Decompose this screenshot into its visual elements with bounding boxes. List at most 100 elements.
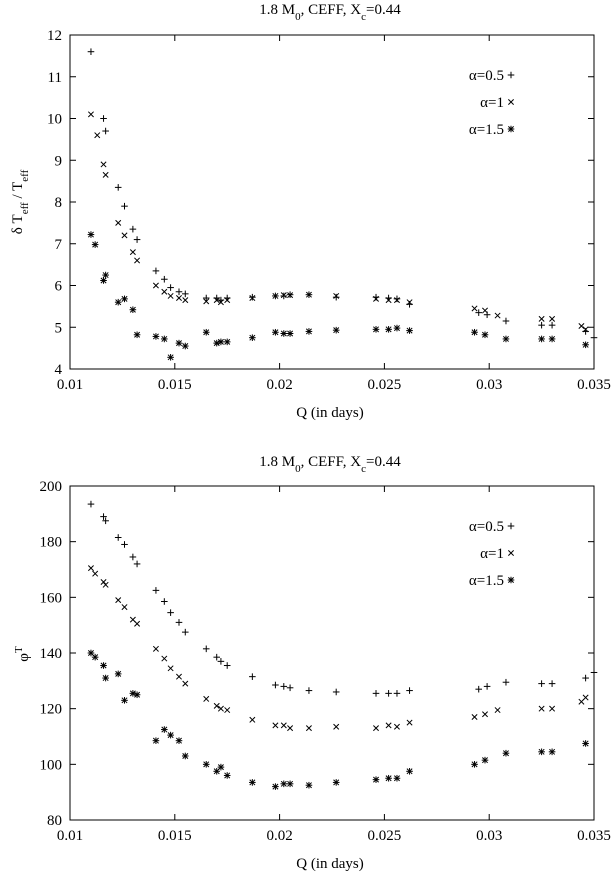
data-point-cross [161, 288, 168, 295]
data-point-plus [483, 683, 491, 690]
y-tick-label: 180 [40, 535, 63, 551]
data-point-star [100, 277, 107, 284]
data-point-cross [134, 620, 141, 627]
data-point-star [91, 241, 99, 248]
data-point-plus [121, 202, 128, 210]
data-point-star [385, 774, 392, 782]
data-point-cross [272, 292, 279, 299]
data-point-star [217, 338, 225, 346]
data-point-cross [578, 323, 585, 329]
data-point-star [502, 335, 510, 343]
x-axis-label: Q (in days) [296, 856, 364, 872]
data-point-plus [161, 598, 168, 605]
data-point-star [87, 649, 95, 657]
data-point-plus [475, 309, 483, 316]
data-point-plus [129, 225, 137, 233]
legend: α=0.5 α=1 α=1.5 [469, 68, 515, 138]
data-point-cross [121, 232, 128, 239]
x-tick-label: 0.035 [577, 828, 611, 844]
legend-marker-star [507, 576, 515, 584]
y-tick-label: 12 [47, 28, 62, 44]
y-tick-label: 6 [55, 279, 63, 295]
data-point-cross [217, 299, 224, 306]
y-tick-label: 200 [40, 479, 63, 495]
data-point-cross [549, 705, 556, 712]
x-tick-label: 0.015 [158, 828, 192, 844]
data-point-plus [406, 687, 413, 694]
data-point-plus [202, 645, 210, 653]
data-point-star [280, 780, 288, 788]
data-point-star [217, 763, 225, 771]
data-point-cross [182, 297, 189, 304]
data-point-plus [385, 690, 392, 697]
data-point-star [393, 774, 401, 782]
data-point-plus [272, 681, 279, 689]
legend-marker-plus [507, 71, 515, 79]
y-tick-label: 11 [48, 70, 62, 86]
data-point-plus [217, 658, 225, 665]
data-point-cross [152, 282, 159, 289]
y-tick-label: 7 [55, 237, 63, 253]
data-point-star [538, 335, 545, 343]
data-point-cross [494, 312, 501, 319]
data-point-cross [280, 722, 287, 729]
y-tick-label: 8 [55, 195, 63, 211]
data-point-star [181, 342, 189, 350]
data-point-plus [249, 293, 256, 301]
data-point-cross [161, 655, 168, 662]
data-point-star [87, 231, 95, 238]
data-point-star [385, 326, 392, 333]
legend-marker-plus [507, 522, 515, 530]
data-point-star [305, 328, 313, 335]
data-point-star [538, 748, 545, 756]
legend-marker-cross [508, 550, 514, 556]
data-point-plus [133, 236, 141, 243]
data-point-star [213, 339, 221, 347]
data-point-star [481, 331, 489, 339]
chart-title: 1.8 M0, CEFF, Xc=0.44 [259, 2, 401, 23]
data-point-cross [482, 711, 489, 718]
data-point-cross [582, 326, 589, 333]
data-point-cross [280, 292, 287, 299]
data-point-plus [161, 275, 168, 283]
data-point-cross [471, 305, 478, 312]
data-point-cross [167, 665, 174, 672]
data-point-cross [272, 722, 279, 729]
data-point-star [502, 749, 510, 757]
data-point-plus [152, 587, 160, 594]
data-point-cross [92, 570, 99, 577]
data-point-plus [538, 321, 545, 329]
data-point-plus [590, 669, 598, 676]
x-axis-label: Q (in days) [296, 405, 364, 421]
data-point-plus [114, 184, 122, 191]
data-point-cross [167, 292, 174, 299]
data-point-cross [482, 307, 489, 314]
data-point-cross [287, 292, 294, 299]
data-point-plus [202, 294, 210, 302]
data-point-cross [102, 171, 109, 178]
data-point-star [133, 691, 141, 699]
y-tick-label: 120 [40, 702, 63, 718]
chart-title: 1.8 M0, CEFF, Xc=0.44 [259, 454, 401, 475]
data-point-cross [213, 702, 220, 709]
data-point-plus [167, 284, 174, 291]
data-point-cross [249, 716, 256, 723]
data-point-cross [217, 705, 224, 712]
data-point-plus [87, 500, 95, 508]
data-point-star [100, 662, 107, 669]
data-point-cross [249, 295, 256, 302]
tick-group: 0.01 0.015 0.02 0.025 0.03 0.035 80 100 120 140 16… [40, 479, 611, 844]
data-point-plus [582, 674, 589, 682]
data-point-plus [475, 685, 483, 693]
legend-label: α=0.5 [469, 68, 504, 84]
data-point-plus [102, 127, 109, 135]
data-point-star [332, 326, 340, 334]
data-point-plus [152, 267, 160, 275]
data-point-cross [471, 714, 478, 721]
x-tick-label: 0.01 [57, 377, 83, 393]
data-point-star [372, 326, 380, 333]
tick-group: 0.01 0.015 0.02 0.025 0.03 0.035 4 5 6 7 8 9 10 11 12 [47, 28, 611, 393]
y-tick-label: 160 [40, 590, 63, 606]
data-point-star [393, 324, 401, 332]
data-point-plus [538, 680, 545, 687]
